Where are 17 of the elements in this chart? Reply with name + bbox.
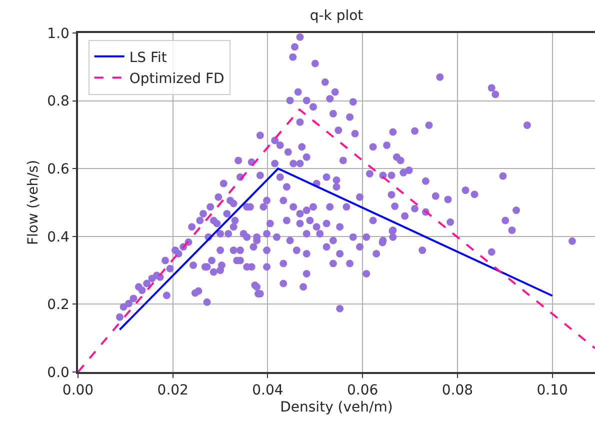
y-tick-label: 0.0 bbox=[47, 364, 70, 381]
y-tick-label: 0.4 bbox=[47, 229, 70, 246]
y-axis-title: Flow (veh/s) bbox=[25, 160, 42, 246]
y-tick-label: 0.6 bbox=[47, 162, 70, 178]
x-tick-label: 0.08 bbox=[442, 382, 474, 399]
legend-label: Optimized FD bbox=[129, 71, 224, 88]
y-tick-label: 0.8 bbox=[47, 94, 70, 110]
chart-title: q-k plot bbox=[310, 8, 364, 24]
y-tick-label: 0.2 bbox=[47, 297, 70, 314]
x-tick-label: 0.04 bbox=[252, 382, 284, 399]
x-tick-label: 0.02 bbox=[157, 382, 188, 399]
x-tick-label: 0.10 bbox=[536, 382, 568, 399]
y-tick-label: 1.0 bbox=[47, 26, 70, 42]
x-axis-title: Density (veh/m) bbox=[280, 399, 393, 416]
legend-label: LS Fit bbox=[129, 50, 168, 66]
x-tick-label: 0.00 bbox=[62, 382, 94, 399]
x-tick-label: 0.06 bbox=[347, 382, 378, 399]
